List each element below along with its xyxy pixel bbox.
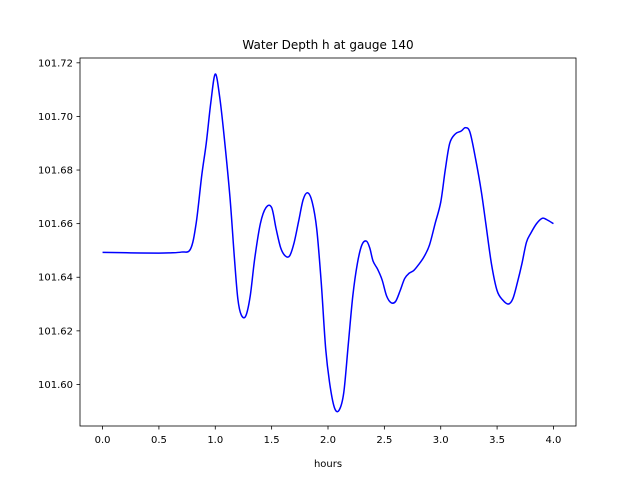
x-tick-label-2: 1.0 [207,435,223,446]
x-tick-label-1: 0.5 [151,435,167,446]
x-tick-label-6: 3.0 [433,435,449,446]
data-line-0 [102,73,554,413]
plot-area: 0.0 0.5 1.0 1.5 2.0 2.5 3.0 3.5 4.0 101.60 101.62 1… [38,57,577,446]
x-tick-label-0: 0.0 [95,435,111,446]
y-tick-label-1: 101.62 [38,326,73,337]
x-tick-label-7: 3.5 [489,435,505,446]
y-tick-label-2: 101.64 [38,273,73,284]
x-tick-label-3: 1.5 [264,435,280,446]
x-tick-label-4: 2.0 [320,435,336,446]
y-tick-label-6: 101.72 [38,58,73,69]
x-tick-label-8: 4.0 [546,435,562,446]
x-tick-label-5: 2.5 [376,435,392,446]
y-tick-label-5: 101.70 [38,112,73,123]
x-axis-label: hours [314,459,342,470]
chart-title: Water Depth h at gauge 140 [242,38,413,52]
y-tick-label-0: 101.60 [38,380,73,391]
y-tick-label-3: 101.66 [38,219,73,230]
y-tick-label-4: 101.68 [38,166,73,177]
